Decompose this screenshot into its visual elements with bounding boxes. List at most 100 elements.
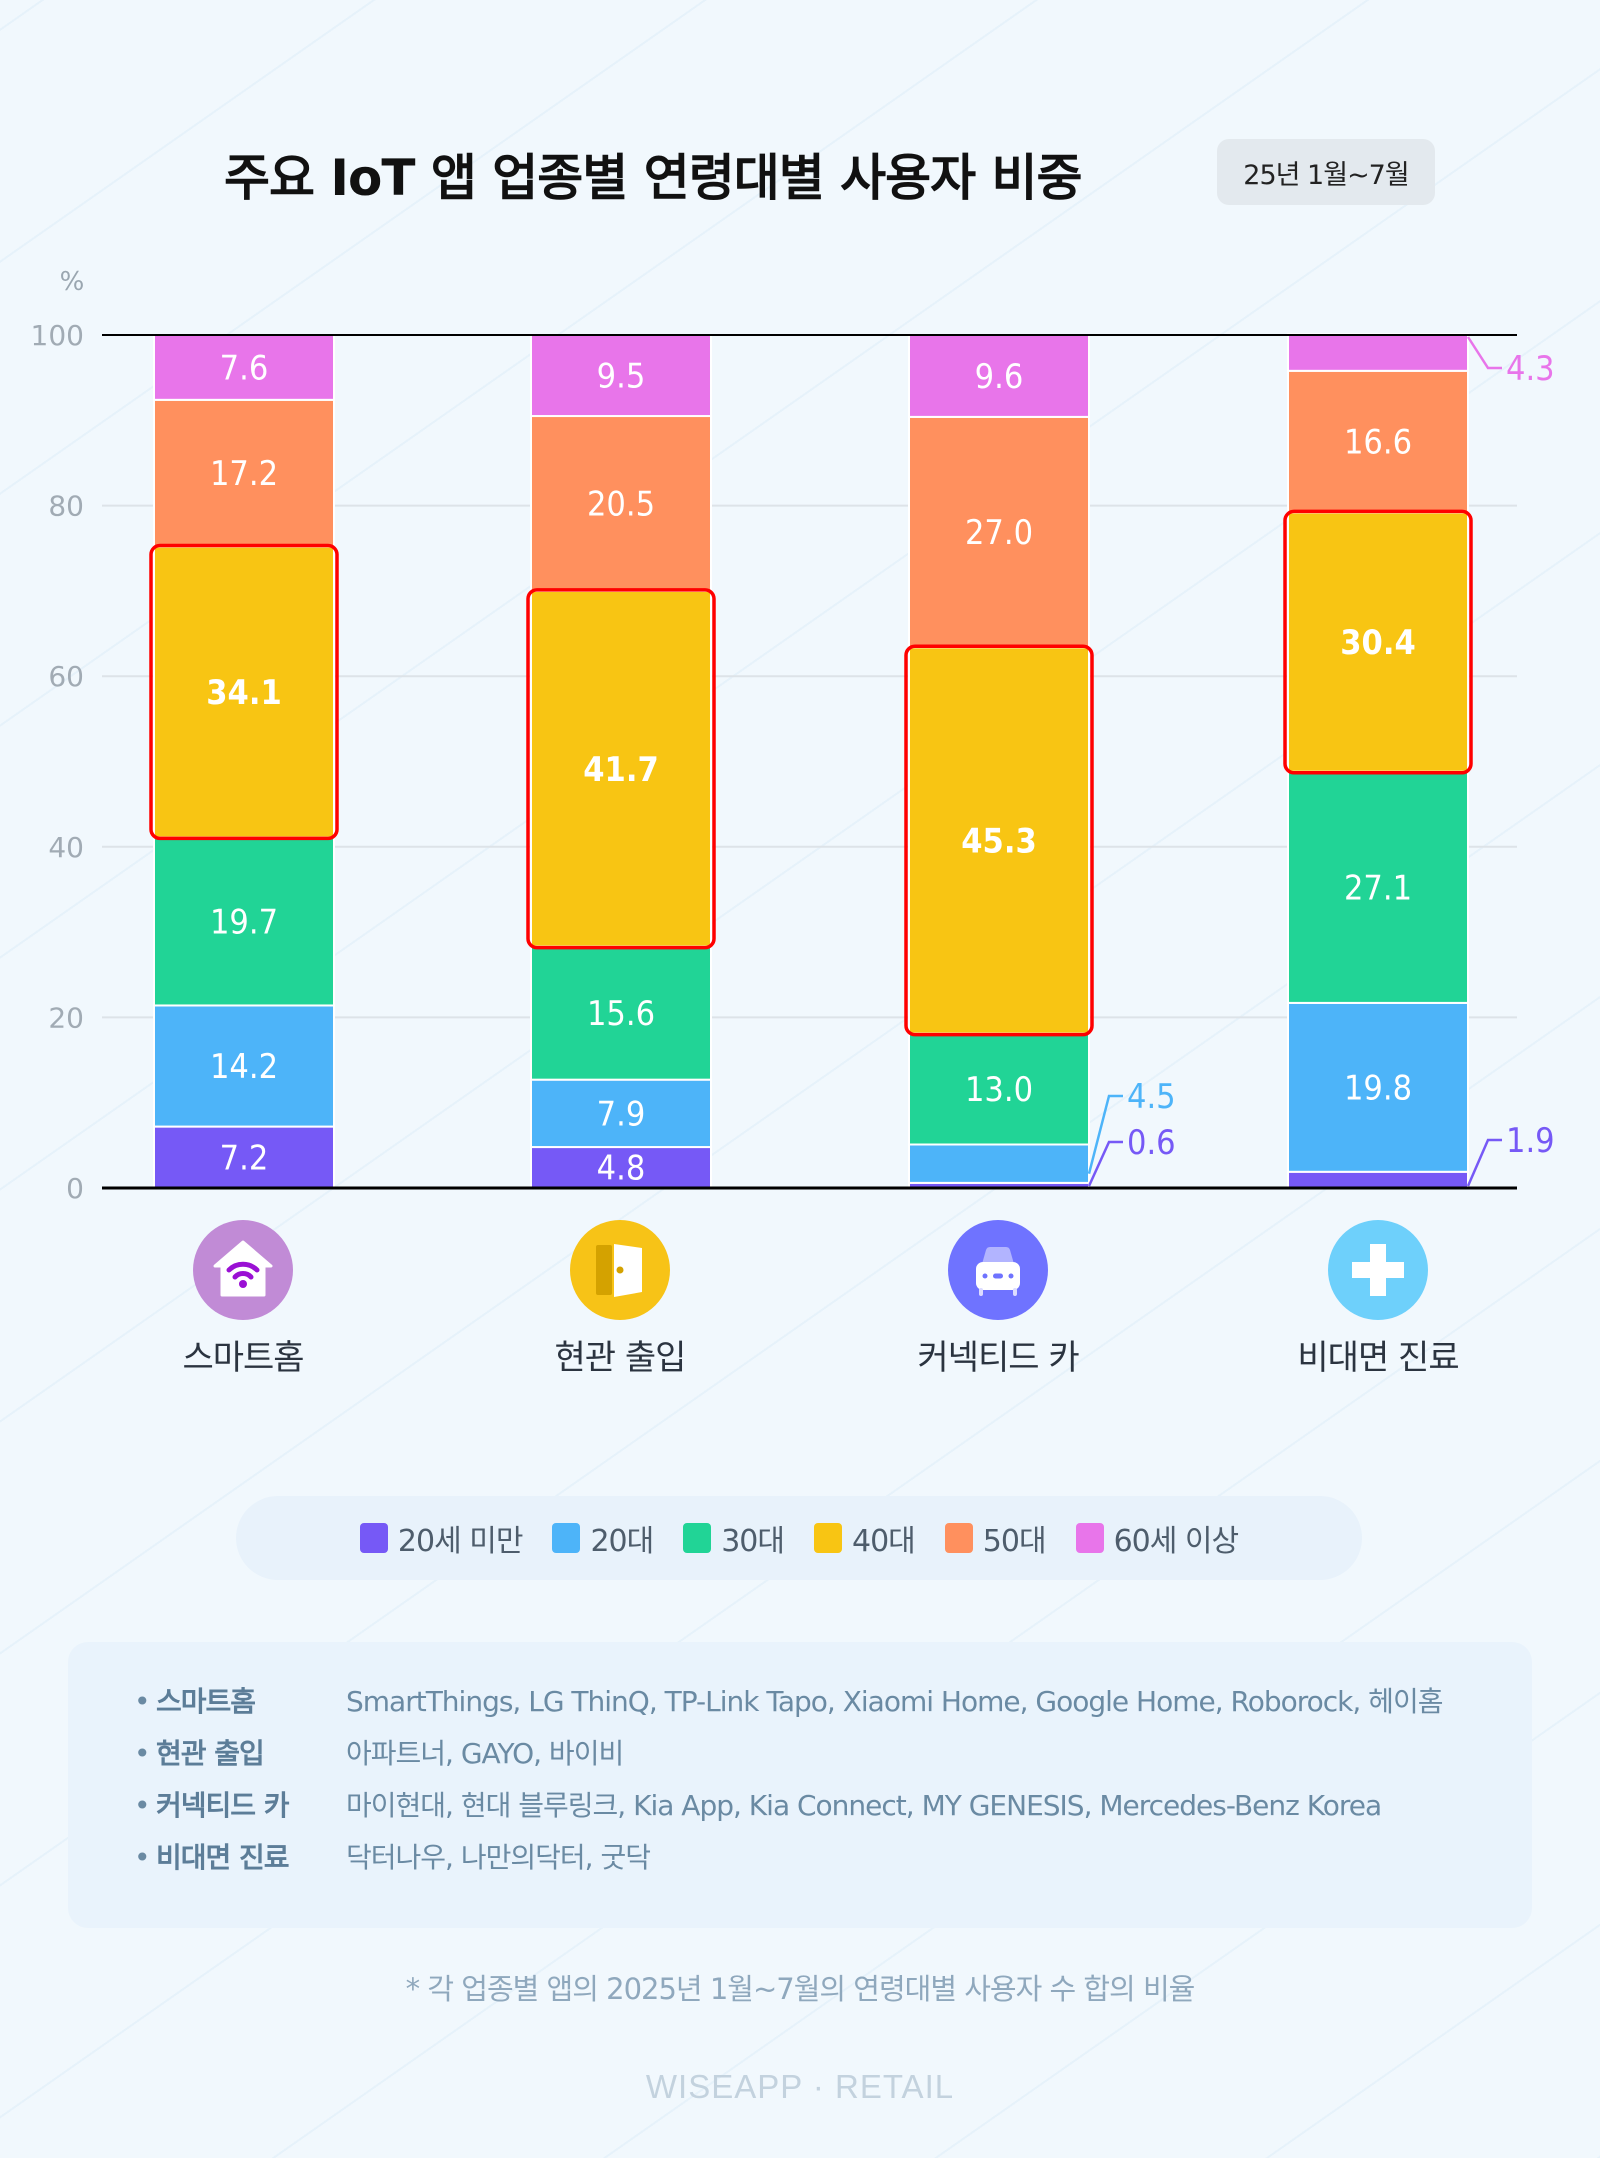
legend-item: 20대 <box>552 1516 654 1560</box>
y-tick-label: 60 <box>48 660 84 693</box>
brand-logo: WISEAPP · RETAIL <box>645 2068 955 2105</box>
app-category: 커넥티드 카 <box>156 1789 290 1822</box>
bar-segment <box>530 1078 712 1149</box>
bar-segment <box>908 646 1090 1035</box>
legend-swatch <box>814 1523 842 1553</box>
legend-item: 40대 <box>814 1516 916 1560</box>
bar-segment <box>153 836 335 1007</box>
bar-segment <box>908 334 1090 418</box>
data-label: 13.0 <box>965 1070 1033 1110</box>
bullet-icon: • <box>134 1685 151 1718</box>
bar-segment <box>1287 333 1469 372</box>
category-label-telemedicine: 비대면 진료 <box>1297 1338 1459 1378</box>
data-label: 9.5 <box>597 357 646 397</box>
legend-swatch <box>944 1523 973 1553</box>
data-label: 7.6 <box>220 348 269 388</box>
page-title: 주요 IoT 앱 업종별 연령대별 사용자 비중 <box>224 149 1083 207</box>
bar-segment <box>153 1125 335 1189</box>
data-label: 27.1 <box>1344 868 1412 908</box>
data-label: 15.6 <box>587 994 655 1034</box>
callout-label: 0.6 <box>1127 1123 1176 1163</box>
data-label: 27.0 <box>965 513 1033 553</box>
app-list-panel: • 스마트홈 SmartThings, LG ThinQ, TP-Link Tapo… <box>68 1642 1532 1928</box>
bar-segment <box>908 415 1090 649</box>
legend-label: 30대 <box>721 1524 785 1559</box>
app-list-row: • 현관 출입 아파트너, GAYO, 바이비 <box>134 1736 624 1772</box>
y-tick-label: 80 <box>48 490 84 523</box>
data-label: 20.5 <box>587 484 655 524</box>
y-tick-label: 100 <box>31 319 84 352</box>
legend-label: 20세 미만 <box>397 1524 524 1559</box>
highlight-outline <box>526 588 716 950</box>
medical-cross-icon <box>1328 1220 1428 1320</box>
app-list-row: • 커넥티드 카 마이현대, 현대 블루링크, Kia App, Kia Conne… <box>134 1788 1382 1824</box>
app-category: 스마트홈 <box>156 1685 256 1718</box>
chart-legend: 20세 미만 20대 30대 40대 50대 60세 이상 <box>236 1496 1362 1580</box>
callout-label: 4.3 <box>1506 349 1555 389</box>
legend-label: 40대 <box>852 1524 916 1559</box>
data-label: 14.2 <box>210 1047 278 1087</box>
stacked-bar-chart: % 0 20 40 60 80 100 7.2 14.2 19.7 34.1 17.2 7.6 4.8 7.… <box>31 267 1555 1205</box>
data-label: 45.3 <box>961 821 1036 861</box>
legend-item: 20세 미만 <box>359 1516 524 1560</box>
bar-segment <box>1287 369 1469 514</box>
legend-swatch <box>552 1523 581 1553</box>
category-label-entrance: 현관 출입 <box>554 1338 687 1378</box>
period-badge: 25년 1월~7월 <box>1217 139 1435 205</box>
app-category: 현관 출입 <box>156 1737 265 1770</box>
data-label: 9.6 <box>975 357 1024 397</box>
app-names: 닥터나우, 나만의닥터, 굿닥 <box>346 1841 651 1874</box>
bar-segment <box>153 398 335 548</box>
bar-segment <box>1287 770 1469 1004</box>
bar-segment <box>908 1143 1090 1184</box>
legend-label: 50대 <box>982 1524 1047 1559</box>
data-label: 34.1 <box>206 673 281 713</box>
highlight-outline <box>904 644 1094 1037</box>
app-list-row: • 비대면 진료 닥터나우, 나만의닥터, 굿닥 <box>134 1840 651 1876</box>
app-names: 아파트너, GAYO, 바이비 <box>346 1737 624 1770</box>
bar-segment <box>908 1032 1090 1146</box>
y-axis-unit-label: % <box>60 267 85 297</box>
highlight-outline <box>149 543 339 841</box>
legend-swatch <box>359 1523 388 1553</box>
y-tick-label: 0 <box>66 1172 84 1205</box>
callout-label: 4.5 <box>1127 1077 1176 1117</box>
data-label: 17.2 <box>210 454 278 494</box>
bar-segment <box>530 334 712 418</box>
data-label: 7.9 <box>597 1094 646 1134</box>
legend-item: 50대 <box>944 1516 1047 1560</box>
bar-segment <box>530 945 712 1081</box>
y-tick-label: 20 <box>48 1001 84 1034</box>
car-icon <box>948 1220 1048 1320</box>
callout-label: 1.9 <box>1506 1121 1555 1161</box>
bar-segment <box>1287 511 1469 773</box>
bar-segment <box>530 415 712 592</box>
category-label-smart-home: 스마트홈 <box>182 1338 304 1378</box>
legend-item: 60세 이상 <box>1075 1516 1240 1560</box>
data-label: 4.8 <box>597 1149 646 1189</box>
legend-label: 20대 <box>590 1524 654 1559</box>
data-label: 7.2 <box>220 1138 269 1178</box>
legend-item: 30대 <box>683 1516 785 1560</box>
app-names: 마이현대, 현대 블루링크, Kia App, Kia Connect, MY … <box>346 1789 1382 1822</box>
callout-line <box>1466 336 1502 370</box>
y-tick-label: 40 <box>48 831 84 864</box>
bullet-icon: • <box>134 1737 151 1770</box>
data-label: 16.6 <box>1344 423 1412 463</box>
app-category: 비대면 진료 <box>156 1841 290 1874</box>
data-label: 19.7 <box>210 902 278 942</box>
callout-line <box>1087 1094 1123 1175</box>
legend-swatch <box>1075 1523 1104 1553</box>
callout-line <box>1466 1138 1502 1187</box>
highlight-outline <box>1283 509 1473 775</box>
app-names: SmartThings, LG ThinQ, TP-Link Tapo, Xia… <box>346 1685 1443 1718</box>
bar-segment <box>153 334 335 401</box>
bar-segment <box>1287 1170 1469 1189</box>
bullet-icon: • <box>134 1841 151 1874</box>
bullet-icon: • <box>134 1789 151 1822</box>
category-label-connected-car: 커넥티드 카 <box>917 1338 1079 1378</box>
footnote: * 각 업종별 앱의 2025년 1월~7월의 연령대별 사용자 수 합의 비율 <box>405 1972 1196 2006</box>
data-label: 30.4 <box>1340 623 1415 663</box>
bar-segment <box>153 1004 335 1128</box>
legend-label: 60세 이상 <box>1113 1524 1240 1559</box>
